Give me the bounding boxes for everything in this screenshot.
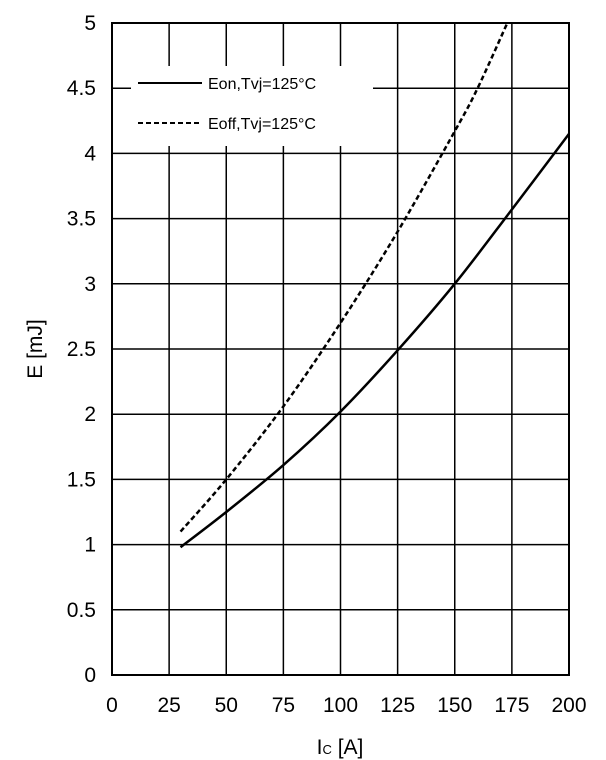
plot-frame	[111, 22, 570, 676]
x-tick-label: 200	[551, 694, 586, 717]
y-tick-label: 1	[84, 534, 96, 557]
x-tick-label: 50	[215, 694, 238, 717]
series-line-eon	[179, 133, 570, 549]
x-axis-title: IC [A]	[317, 736, 364, 759]
series-lines	[179, 22, 570, 549]
x-tick-label: 100	[323, 694, 358, 717]
legend-label-eoff: Eoff,Tvj=125°C	[208, 116, 316, 133]
x-tick-label: 75	[272, 694, 295, 717]
x-axis-title-unit: [A]	[332, 736, 364, 759]
y-tick-label: 5	[84, 12, 96, 35]
y-axis-title: E [mJ]	[24, 319, 47, 379]
y-tick-label: 3.5	[67, 208, 96, 231]
y-tick-label: 4	[84, 142, 96, 165]
x-tick-label: 25	[157, 694, 180, 717]
y-tick-label: 0.5	[67, 599, 96, 622]
y-tick-label: 1.5	[67, 468, 96, 491]
y-tick-label: 4.5	[67, 77, 96, 100]
y-tick-label: 3	[84, 273, 96, 296]
x-axis-title-subscript: C	[322, 742, 331, 757]
x-tick-label: 125	[380, 694, 415, 717]
legend-label-eon: Eon,Tvj=125°C	[208, 76, 316, 93]
x-axis-title-main: I	[317, 736, 323, 759]
legend: Eon,Tvj=125°C Eoff,Tvj=125°C	[131, 66, 373, 146]
tick-labels: 0 25 50 75 100 125 150 175 200 0 0.5 1 1.5 2 2.5 3 3.5 4 4…	[67, 12, 587, 717]
series-line-eoff	[179, 22, 509, 533]
y-tick-label: 2.5	[67, 338, 96, 361]
x-tick-label: 150	[437, 694, 472, 717]
y-tick-label: 0	[84, 664, 96, 687]
y-tick-label: 2	[84, 403, 96, 426]
legend-background	[131, 66, 373, 146]
x-tick-label: 0	[106, 694, 118, 717]
x-tick-label: 175	[494, 694, 529, 717]
